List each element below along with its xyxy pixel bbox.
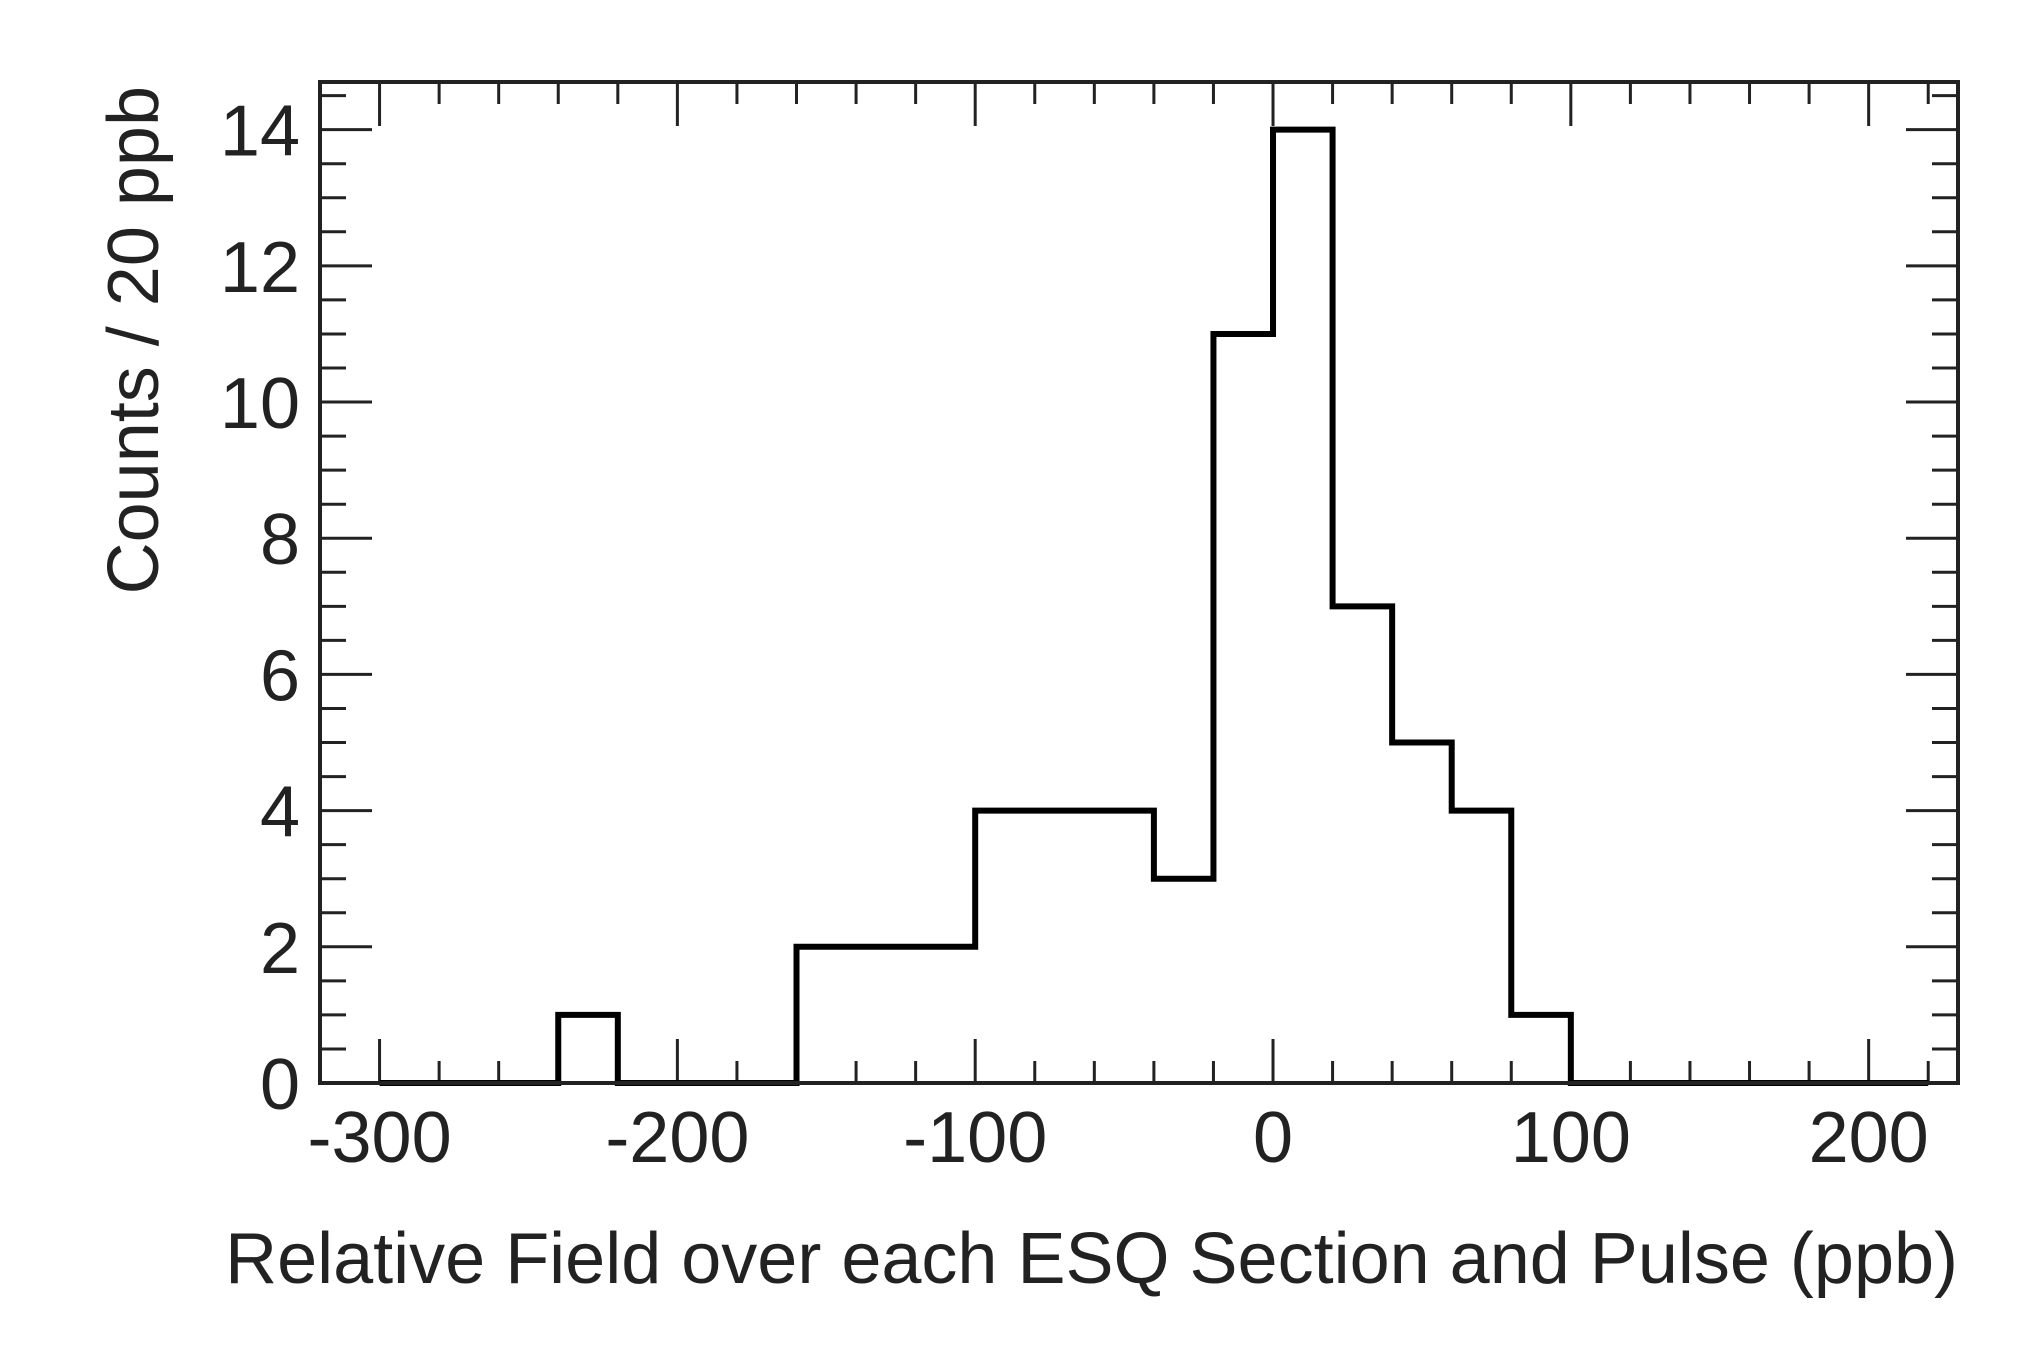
y-tick-label: 6 bbox=[260, 636, 300, 716]
y-tick-label: 2 bbox=[260, 909, 300, 989]
y-tick-label: 14 bbox=[220, 92, 300, 172]
x-tick-label: 100 bbox=[1511, 1098, 1631, 1178]
y-tick-label: 10 bbox=[220, 364, 300, 444]
x-tick-label: -300 bbox=[308, 1098, 452, 1178]
y-tick-label: 8 bbox=[260, 500, 300, 580]
tick-labels: -300 -200 -100 0 100 200 0 2 4 6 8 10 12 14 bbox=[220, 92, 1929, 1178]
y-axis-label: Counts / 20 ppb bbox=[94, 86, 174, 594]
x-tick-label: 200 bbox=[1809, 1098, 1929, 1178]
y-tick-label: 12 bbox=[220, 228, 300, 308]
plot-frame bbox=[318, 80, 1960, 1085]
x-tick-label: -100 bbox=[903, 1098, 1047, 1178]
x-tick-label: -200 bbox=[605, 1098, 749, 1178]
y-tick-label: 4 bbox=[260, 773, 300, 853]
y-tick-label: 0 bbox=[260, 1045, 300, 1125]
x-tick-label: 0 bbox=[1253, 1098, 1293, 1178]
x-axis-label: Relative Field over each ESQ Section and… bbox=[225, 1219, 1958, 1299]
